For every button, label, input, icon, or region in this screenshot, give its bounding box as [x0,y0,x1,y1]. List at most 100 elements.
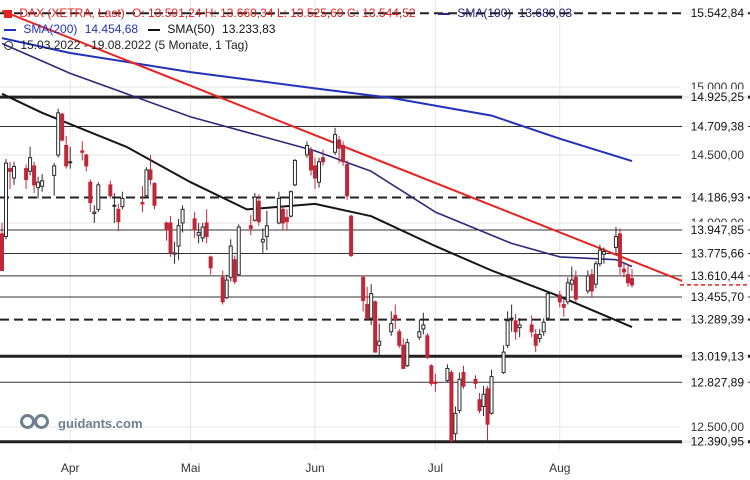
candles-layer [0,108,634,444]
candle-body [84,154,89,167]
candle-body [208,256,213,269]
price-badge-label: 12.827,89 [691,375,745,389]
candle-body [220,276,225,303]
sma50-line [1,92,633,329]
price-badge-bg [682,311,748,328]
candle-body [204,222,209,238]
candle-body [349,215,354,257]
candle-body [393,314,398,320]
clock-icon [4,41,13,51]
candle-body [88,181,93,204]
candle-body [425,335,430,359]
price-badge-label: 13.775,66 [691,246,745,260]
candle-body [68,161,73,164]
sma200-label: SMA(200) [23,22,78,36]
candle-body [401,344,406,369]
candle-body [529,324,534,333]
price-badge-label: 13.947,85 [691,223,745,237]
price-badge-label: 15.542,84 [691,6,745,20]
date-range-text: 15.03.2022 - 19.08.2022 (5 Monate, 1 Tag… [20,38,249,52]
candle-body [585,275,590,292]
sma50-label: SMA(50) [167,22,215,36]
sma200-line [1,37,633,163]
price-badges-layer: 15.542,84 14.925,25 14.709,38 14.186,93 13.9… [680,5,750,450]
candle-body [457,378,462,412]
candle-body [288,191,293,217]
candle-body [597,249,602,265]
candle-body [92,211,97,214]
price-badge-bg [682,118,748,135]
candle-body [377,340,382,346]
candle-body [557,294,562,303]
price-badge-bg [682,89,748,106]
candle-body [333,134,338,153]
candle-body [537,333,542,340]
sma100-value: 13.680,03 [518,6,573,20]
candle-body [60,113,65,141]
candle-body [280,208,285,224]
candle-body [252,196,257,221]
candle-body [569,279,574,285]
candle-body [533,333,538,346]
instrument-label: DAX (XETRA, Last) [19,6,125,20]
candle-body [501,351,506,374]
candle-body [477,399,482,412]
candle-body [321,157,326,163]
price-badge-bg [682,348,748,365]
candle-body [561,304,566,308]
candle-body [52,165,57,176]
candle-body [168,222,173,254]
legend-date-range: 15.03.2022 - 19.08.2022 (5 Monate, 1 Tag… [4,38,248,52]
sma200-swatch [4,28,16,31]
candle-body [144,169,149,197]
price-badge-label: 14.925,25 [691,90,745,104]
candle-body [433,381,438,384]
candle-body [505,320,510,346]
candle-body [365,304,370,319]
axis-labels-layer: AprMaiJunJulAug15.000,0014.500,0014.000,… [61,80,744,475]
price-badge-label: 12.390,95 [691,435,745,449]
y-tick-label: 14.500,00 [691,148,745,162]
candle-body [481,393,486,407]
grid-layer [0,0,680,450]
candle-body [485,388,490,425]
candle-body [565,282,570,303]
candle-body [224,279,229,299]
legend-sma200: SMA(200) 14.454,68 [4,22,138,36]
guidants-logo: guidants.com [20,413,143,433]
level-lines-layer [0,12,750,444]
candle-body [64,144,69,167]
x-tick-label: Jul [428,461,443,475]
candle-body [337,139,342,149]
candle-body [176,225,181,247]
candle-body [449,372,454,441]
candle-body [232,259,237,282]
candle-body [601,251,606,255]
candle-body [361,276,366,301]
price-badge-bg [682,433,748,450]
candle-body [248,225,253,229]
candle-body [24,168,29,180]
sma100-label: SMA(100) [457,6,512,20]
brand-text: guidants.com [58,415,143,431]
sma200-value: 14.454,68 [84,22,139,36]
candle-body [308,150,313,171]
candle-body [4,162,9,238]
candle-body [200,226,205,239]
price-badge-label: 13.610,44 [691,269,745,283]
candle-body [545,293,550,319]
price-badge-label: 14.709,38 [691,120,745,134]
ohlc-values: O: 13.591,24 H: 13.660,34 L: 13.525,69 C… [132,6,416,20]
candle-body [112,204,117,207]
candle-body [445,367,450,382]
price-badge-label: 13.455,70 [691,290,745,304]
candle-body [312,165,317,179]
candle-body [345,164,350,197]
candle-body [429,365,434,384]
x-tick-label: Aug [549,461,570,475]
candle-body [625,274,630,284]
candle-body [172,252,177,255]
sma100-swatch [438,12,450,15]
candle-body [116,208,121,223]
